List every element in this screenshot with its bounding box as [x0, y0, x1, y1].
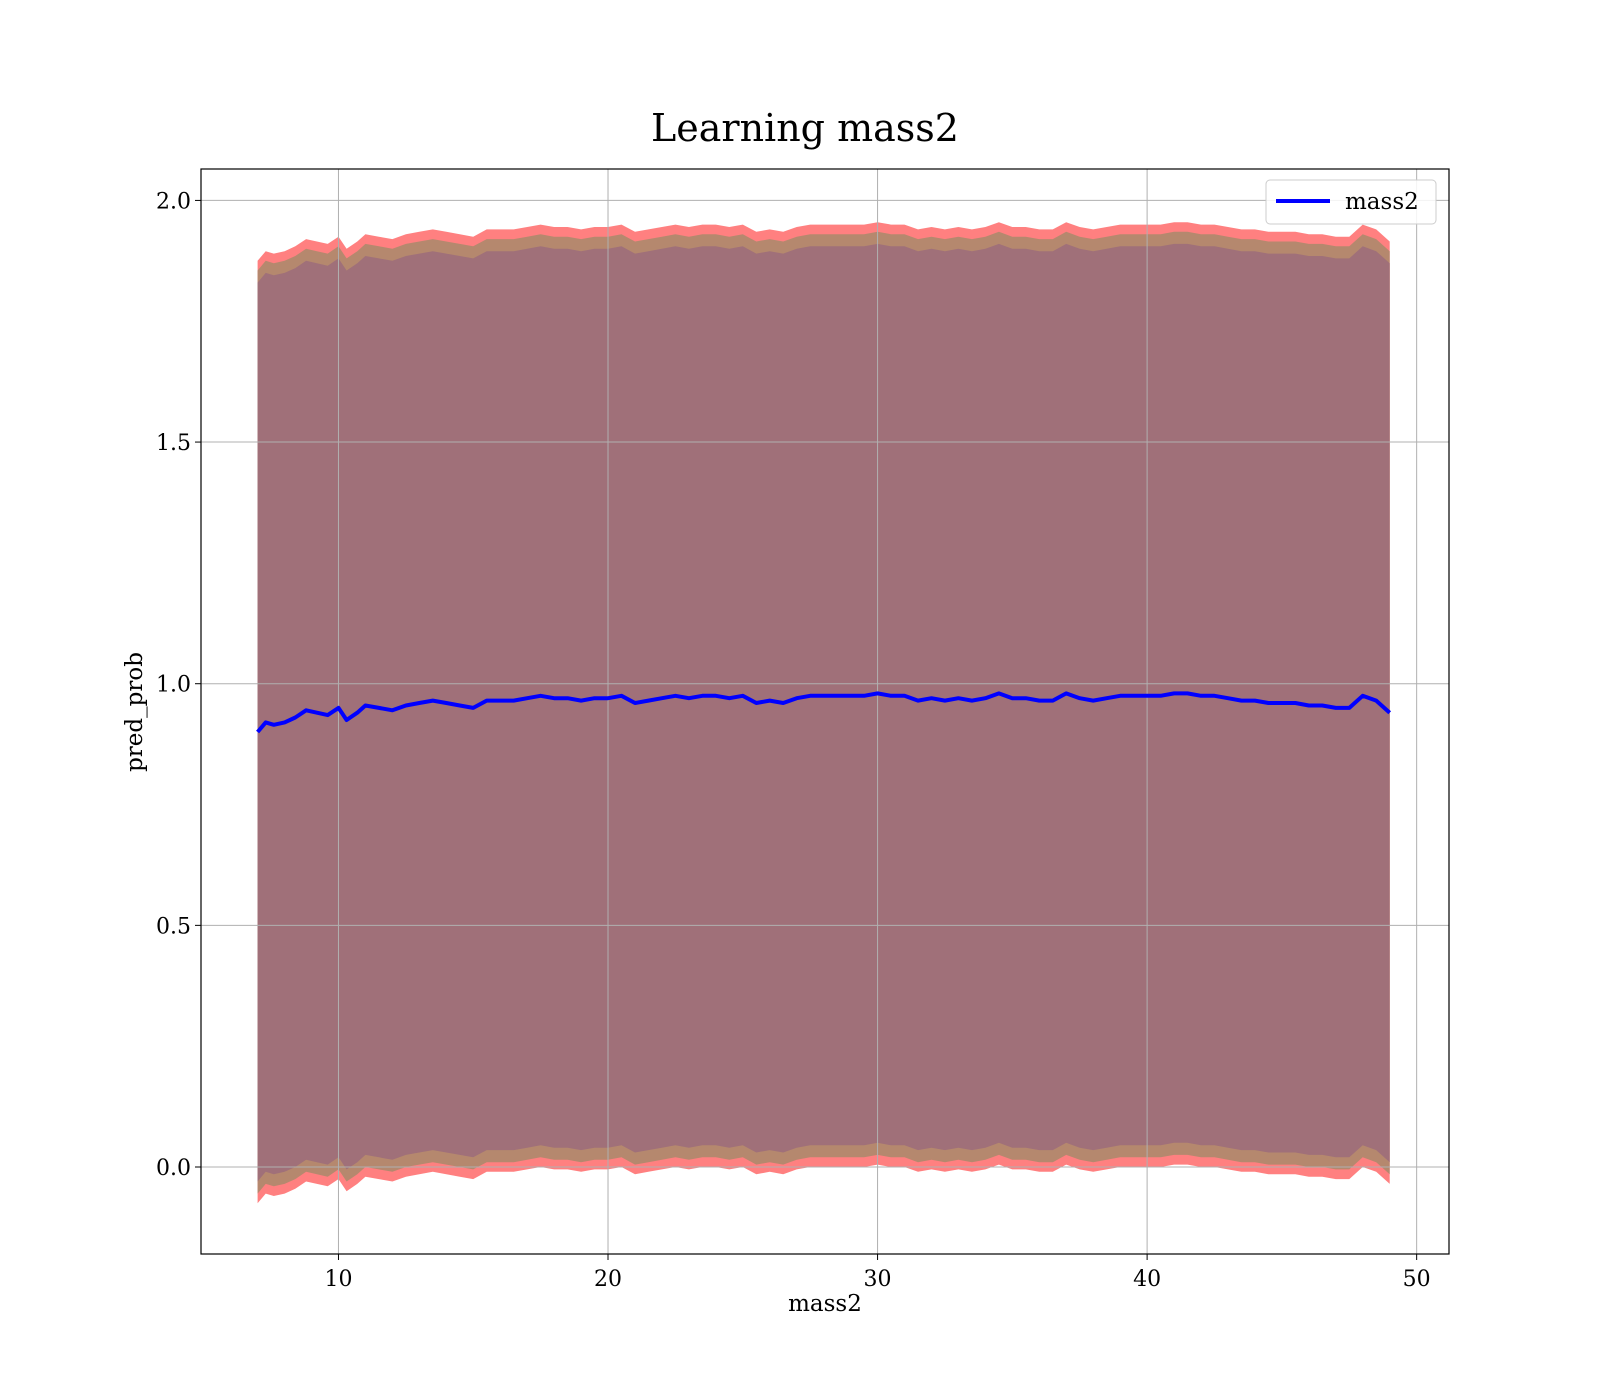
x-tick-label: 50: [1403, 1267, 1431, 1292]
y-tick-label: 1.5: [156, 431, 191, 456]
legend: mass2: [1265, 179, 1437, 225]
x-tick-label: 40: [1133, 1267, 1161, 1292]
y-tick-label: 2.0: [156, 189, 191, 214]
x-tick-label: 30: [864, 1267, 892, 1292]
y-axis-label: pred_prob: [122, 652, 148, 772]
y-axis-ticks: 0.0 0.5 1.0 1.5 2.0: [156, 189, 201, 1181]
plot-area: [200, 168, 1450, 1255]
y-tick-label: 0.5: [156, 914, 191, 939]
series-lines: [256, 691, 1392, 734]
chart-title: Learning mass2: [651, 106, 959, 150]
plot-frame: [200, 168, 1450, 1255]
legend-box: [1265, 179, 1437, 225]
x-axis-label: mass2: [788, 1291, 862, 1317]
x-tick-label: 20: [594, 1267, 622, 1292]
x-axis-ticks: 10 20 30 40 50: [324, 1254, 1431, 1292]
y-tick-label: 0.0: [156, 1156, 191, 1181]
uncertainty-bands: [257, 222, 1390, 1204]
inner-band: [257, 243, 1390, 1182]
x-tick-label: 10: [324, 1267, 352, 1292]
legend-label: mass2: [1345, 189, 1419, 215]
grid: [201, 169, 1449, 1254]
y-tick-label: 1.0: [156, 673, 191, 698]
series-line-mass2: [256, 691, 1392, 734]
